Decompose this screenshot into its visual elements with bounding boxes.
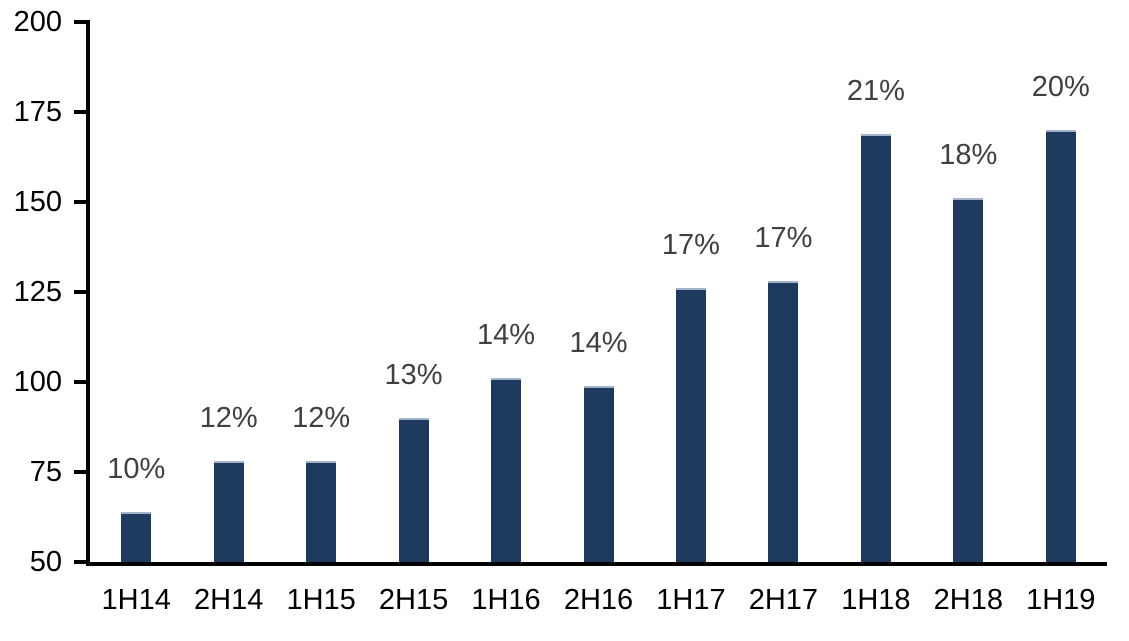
bar-1H18 [860, 133, 891, 562]
bar-value-label-2H16: 14% [569, 326, 628, 359]
bar-value-label-2H17: 17% [754, 222, 813, 255]
bar-1H17 [675, 288, 706, 562]
y-axis-tick [74, 20, 86, 24]
bar-value-label-1H17: 17% [661, 229, 720, 262]
bar-2H18 [953, 198, 984, 562]
y-axis-tick-label: 175 [13, 96, 62, 128]
x-axis-tick-label-1H18: 1H18 [841, 584, 911, 616]
x-axis-tick-label-2H14: 2H14 [194, 584, 264, 616]
bar-value-label-1H14: 10% [107, 452, 166, 485]
x-axis-tick-label-1H16: 1H16 [471, 584, 541, 616]
bar-value-label-2H14: 12% [199, 402, 258, 435]
y-axis-tick-label: 100 [13, 366, 62, 398]
bar-2H16 [583, 385, 614, 562]
bar-2H17 [768, 281, 799, 562]
bar-value-label-1H16: 14% [477, 319, 536, 352]
x-axis-tick-label-2H15: 2H15 [378, 584, 449, 616]
y-axis-tick [74, 470, 86, 474]
y-axis-tick-label: 150 [13, 186, 62, 218]
bar-2H14 [213, 461, 244, 562]
y-axis-tick [74, 200, 86, 204]
bar-1H16 [491, 378, 522, 562]
y-axis-tick-label: 200 [13, 6, 62, 38]
y-axis-line [86, 20, 90, 566]
x-axis-tick-label-1H19: 1H19 [1026, 584, 1096, 616]
x-axis-line [86, 562, 1107, 566]
bar-value-label-1H18: 21% [846, 74, 905, 107]
y-axis-tick-label: 75 [29, 456, 62, 488]
y-axis-tick [74, 380, 86, 384]
y-axis-tick-label: 50 [29, 546, 62, 578]
y-axis-tick [74, 290, 86, 294]
bar-value-label-2H18: 18% [939, 139, 998, 172]
bar-2H15 [398, 418, 429, 562]
x-axis-tick-label-2H17: 2H17 [748, 584, 819, 616]
bar-1H14 [121, 511, 152, 562]
x-axis-tick-label-2H18: 2H18 [933, 584, 1003, 616]
bar-1H15 [306, 461, 337, 562]
x-axis-tick-label-1H14: 1H14 [101, 584, 171, 616]
x-axis-tick-label-2H16: 2H16 [563, 584, 634, 616]
y-axis-tick [74, 110, 86, 114]
bar-1H19 [1045, 130, 1076, 562]
bar-value-label-1H19: 20% [1031, 71, 1090, 103]
y-axis-tick [74, 560, 86, 564]
x-axis-tick-label-1H15: 1H15 [286, 584, 356, 616]
bar-value-label-1H15: 12% [292, 402, 351, 435]
y-axis-tick-label: 125 [13, 276, 62, 308]
x-axis-tick-label-1H17: 1H17 [656, 584, 726, 616]
bar-value-label-2H15: 13% [384, 359, 443, 391]
